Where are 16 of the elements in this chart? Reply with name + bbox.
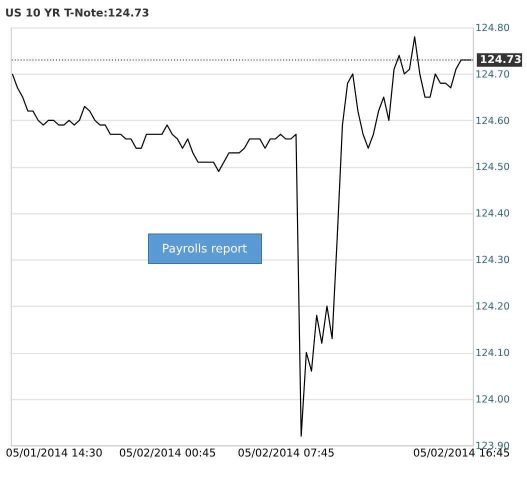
x-tick-label: 05/02/2014 07:45 [238, 446, 335, 460]
chart-title: US 10 YR T-Note:124.73 [5, 6, 150, 20]
y-tick-label: 124.10 [475, 348, 510, 359]
y-tick-label: 124.80 [475, 22, 510, 34]
y-tick-label: 124.70 [475, 69, 510, 80]
ref-line-label: 124.73 [480, 52, 522, 66]
line-series [12, 36, 472, 437]
x-tick-label: 05/01/2014 14:30 [6, 446, 103, 460]
y-tick-label: 124.00 [475, 394, 510, 406]
y-tick-label: 124.50 [475, 162, 510, 174]
y-tick-label: 124.20 [475, 302, 510, 313]
y-tick-label: 124.60 [475, 116, 510, 127]
y-tick-label: 124.40 [475, 208, 510, 220]
annotation: Payrolls report [162, 242, 248, 256]
y-tick-label: 124.30 [475, 255, 510, 266]
x-tick-label: 05/02/2014 00:45 [119, 446, 216, 460]
